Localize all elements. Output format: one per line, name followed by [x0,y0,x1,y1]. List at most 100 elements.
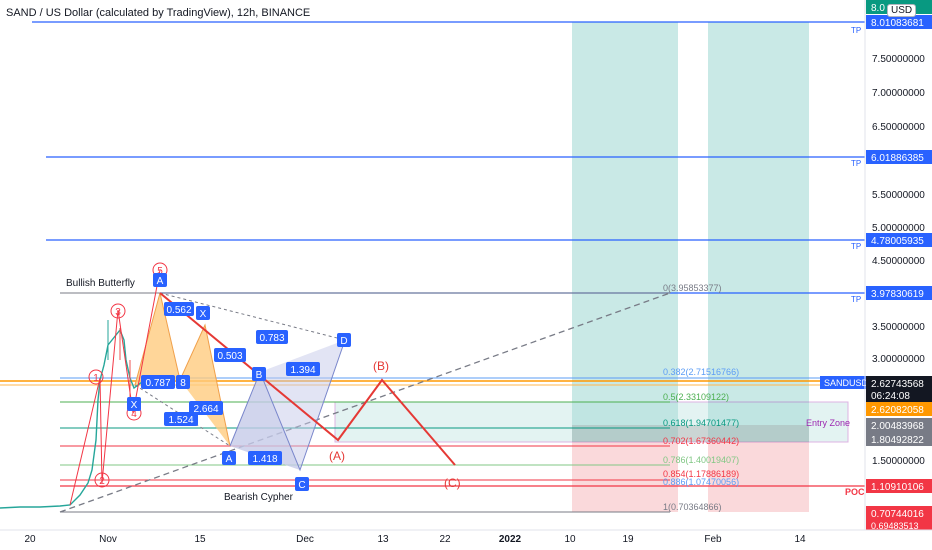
bullish-butterfly-label: Bullish Butterfly [66,278,135,289]
ratio-text: 0.562 [166,305,191,316]
point-d-box [337,333,351,347]
price-tag-bg [866,15,932,29]
time-label: Feb [704,534,722,545]
time-label: 14 [794,534,806,545]
price-tag-text: 1.80492822 [871,435,924,446]
ratio-text: 1.394 [290,365,315,376]
poc-label: POC [845,487,865,497]
price-label: 7.00000000 [872,88,925,99]
price-tag-bg [866,150,932,164]
price-label: 3.00000000 [872,354,925,365]
cypher-lines [229,339,346,472]
price-tag-text: 3.97830619 [871,289,924,300]
point-c-box [295,477,309,491]
fib-label: 1(0.70364866) [663,502,722,512]
price-tag-bg [866,402,932,416]
price-tag-text: 1.10910106 [871,482,924,493]
time-label: 10 [564,534,576,545]
cypher-triangle-1 [230,372,300,470]
ratio-text: 1.524 [168,415,193,426]
ratio-text: 2.664 [193,404,218,415]
time-label: 19 [622,534,634,545]
fib-label: 0.702(1.67360442) [663,436,739,446]
ratio-box [214,348,246,362]
currency-badge[interactable]: USD [887,4,917,17]
ratio-box [189,401,223,415]
price-tag-text: 0.69483513 [871,521,919,531]
ratio-box [164,412,198,426]
price-tag-bg [866,376,932,402]
point-x-box [196,306,210,320]
ratio-box [256,330,288,344]
entry-zone-grey [572,425,809,442]
stop-zone-1 [572,442,678,512]
target-zone-1 [572,22,678,442]
ratio-box [141,375,175,389]
ratio-box [286,362,320,376]
price-label: 3.50000000 [872,322,925,333]
abc-projection [159,292,456,466]
price-tag-text: 6.01886385 [871,153,924,164]
cypher-dashed [159,292,346,341]
chart-title: SAND / US Dollar (calculated by TradingV… [6,7,311,19]
fib-label: 0.618(1.94701477) [663,418,739,428]
price-tag-bg [866,520,932,530]
ratio-text: 0.503 [217,351,242,362]
wave-a-label: (A) [329,449,345,463]
price-label: 4.50000000 [872,256,925,267]
price-tag-text: 8.01083681 [871,18,924,29]
price-tag-text: 4.78005935 [871,236,924,247]
symbol-tag-bg [820,376,866,389]
wave-circle-2 [94,472,110,488]
price-tag-text: 0.70744016 [871,509,924,520]
price-tag-text: 8.0 [871,3,885,14]
price-label: 6.50000000 [872,122,925,133]
price-tag-bg [866,479,932,493]
fib-label: 0.886(1.07470056) [663,477,739,487]
point-a-text: A [157,276,164,287]
fib-label: 0(3.95853377) [663,283,722,293]
point-b-text: B [256,370,263,381]
point-x2-text: X [131,400,138,411]
price-label: 5.00000000 [872,223,925,234]
time-label: Nov [99,534,117,545]
tp-label: TP [851,159,861,168]
stop-zone-2 [708,442,809,512]
time-label: 2022 [499,534,522,545]
fib-label: 0.382(2.71516766) [663,367,739,377]
time-label: 15 [194,534,206,545]
time-label: 13 [377,534,389,545]
price-tag-bg [866,432,932,446]
point-d-text: D [340,336,347,347]
butterfly-triangle-1 [135,293,180,385]
price-tag-bg [866,506,932,520]
cypher-triangle-2 [260,340,345,470]
bearish-cypher-label: Bearish Cypher [224,492,294,503]
point-a2-box [222,451,236,465]
ratio-box [164,302,194,316]
price-label: 7.50000000 [872,54,925,65]
target-zone-2 [708,22,809,442]
time-label: Dec [296,534,314,545]
entry-zone-box [334,401,849,443]
price-tag-bg [866,418,932,432]
time-label: 20 [24,534,36,545]
price-tag-bg [866,286,932,300]
ratio-box [176,375,190,389]
price-candles [0,328,143,509]
price-tag-text: 2.62082058 [871,405,924,416]
point-b-box [252,367,266,381]
fib-label: 0.786(1.40019407) [663,455,739,465]
ratio-text: 8 [180,378,186,389]
wave-circle-5-text: 5 [157,266,163,277]
wave-circle-2-text: 2 [99,476,105,487]
fib-label: 0.854(1.17886189) [663,469,739,479]
ratio-box [248,451,282,465]
point-x2-box [127,397,141,411]
wave-b-label: (B) [373,359,389,373]
countdown-text: 06:24:08 [871,391,910,402]
tp-label: TP [851,242,861,251]
point-c-text: C [298,480,305,491]
tp-label: TP [851,295,861,304]
